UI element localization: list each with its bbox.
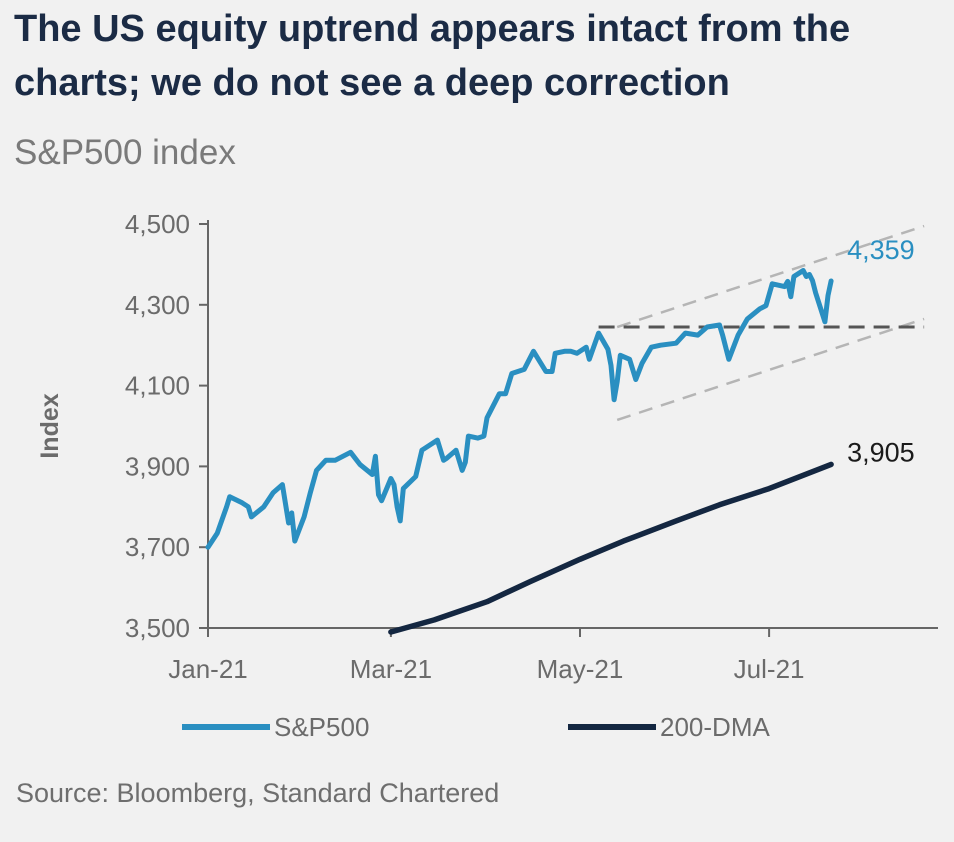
series-line-200-dma bbox=[388, 461, 834, 635]
channel-lower-line bbox=[616, 317, 925, 422]
x-tick-label: Mar-21 bbox=[350, 654, 432, 684]
y-axis-title: Index bbox=[36, 393, 64, 458]
end-label-200-dma: 3,905 bbox=[847, 437, 915, 467]
chart-subtitle: S&P500 index bbox=[14, 133, 236, 172]
x-tick-label: May-21 bbox=[537, 654, 624, 684]
end-label-s-p500: 4,359 bbox=[847, 235, 915, 265]
x-tick-label: Jan-21 bbox=[168, 654, 248, 684]
channel-upper-line bbox=[616, 224, 925, 329]
series-line-s-p500 bbox=[205, 268, 834, 550]
y-tick-label: 4,100 bbox=[125, 371, 190, 401]
x-tick-label: Jul-21 bbox=[734, 654, 805, 684]
legend-label: S&P500 bbox=[274, 712, 369, 742]
y-tick-label: 3,900 bbox=[125, 451, 190, 481]
y-tick-label: 3,700 bbox=[125, 532, 190, 562]
y-tick-label: 4,500 bbox=[125, 209, 190, 239]
chart-title: The US equity uptrend appears intact fro… bbox=[14, 8, 851, 104]
source-note: Source: Bloomberg, Standard Chartered bbox=[16, 778, 500, 808]
y-tick-label: 4,300 bbox=[125, 290, 190, 320]
legend-label: 200-DMA bbox=[660, 712, 770, 742]
y-tick-label: 3,500 bbox=[125, 613, 190, 643]
